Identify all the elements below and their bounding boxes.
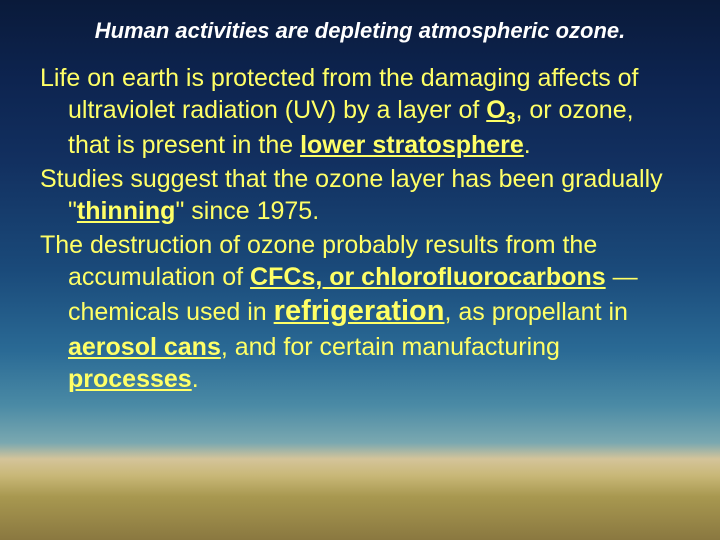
p3-aerosol: aerosol cans (68, 333, 221, 361)
p1-lower-strat: lower stratosphere (300, 131, 524, 159)
slide-title: Human activities are depleting atmospher… (40, 18, 680, 44)
slide-body: Life on earth is protected from the dama… (40, 62, 680, 395)
p3-processes: processes (68, 365, 192, 393)
p3-text-c: , as propellant in (444, 298, 627, 326)
p3-refrigeration: refrigeration (274, 295, 445, 327)
paragraph-3: The destruction of ozone probably result… (40, 229, 680, 394)
p2-text-b: " since 1975. (175, 197, 319, 225)
p3-text-d: , and for certain manufacturing (221, 333, 560, 361)
paragraph-2: Studies suggest that the ozone layer has… (40, 163, 680, 227)
p3-text-e: . (192, 365, 199, 393)
p1-text-c: . (524, 131, 531, 159)
paragraph-1: Life on earth is protected from the dama… (40, 62, 680, 161)
p3-cfcs: CFCs, or chlorofluorocarbons (250, 263, 606, 291)
slide-container: Human activities are depleting atmospher… (0, 0, 720, 540)
p2-thinning: thinning (77, 197, 176, 225)
p1-o3-o: O (486, 96, 505, 124)
p1-o3: O3 (486, 96, 515, 124)
p1-o3-sub: 3 (506, 108, 516, 128)
